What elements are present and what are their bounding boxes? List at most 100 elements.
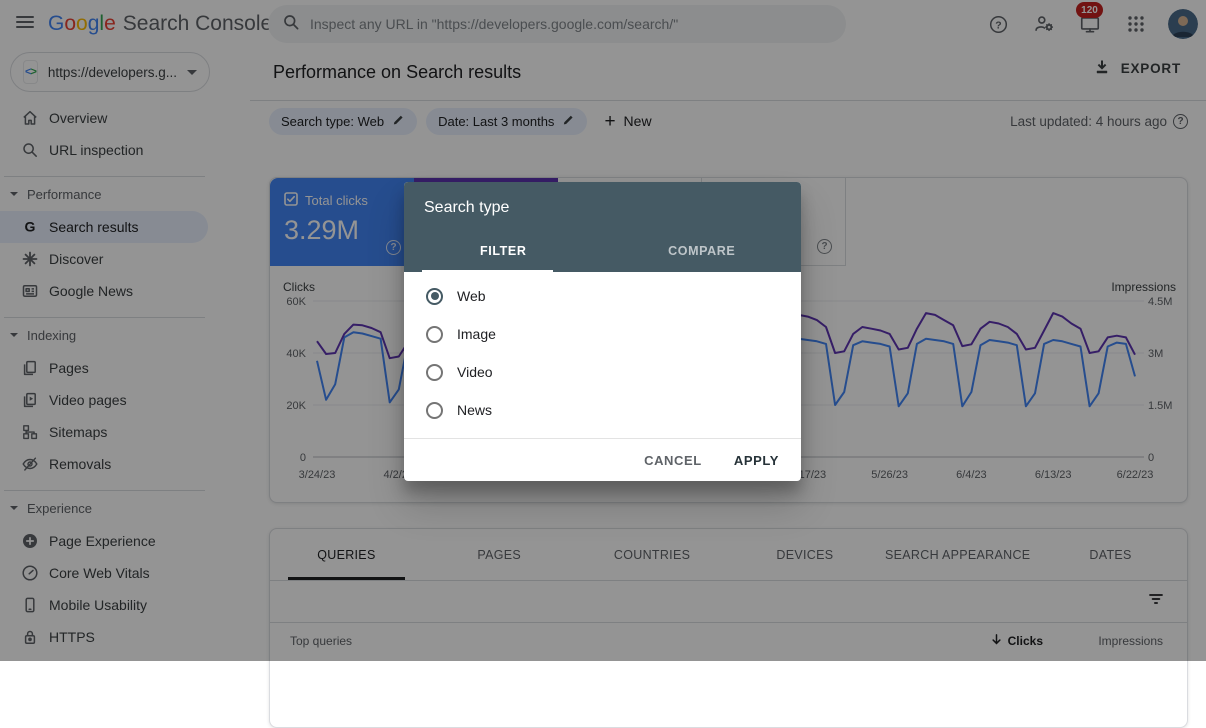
- filter-chips-row: Search type: Web Date: Last 3 months + N…: [269, 106, 1188, 136]
- edit-pencil-icon: [562, 113, 575, 129]
- tab-label: DATES: [1089, 547, 1132, 562]
- help-circle-icon[interactable]: ?: [386, 240, 401, 255]
- chevron-down-icon: [187, 69, 197, 75]
- help-circle-icon[interactable]: ?: [817, 239, 832, 254]
- property-selector[interactable]: < > https://developers.g...: [10, 52, 210, 92]
- sidebar-item-google-news[interactable]: Google News: [0, 275, 237, 307]
- logo-letter: o: [76, 12, 88, 35]
- sidebar-divider: [4, 317, 205, 318]
- svg-text:5/26/23: 5/26/23: [871, 469, 908, 481]
- new-filter-button[interactable]: + New: [604, 112, 651, 131]
- radio-option-image[interactable]: Image: [404, 315, 801, 353]
- cancel-button[interactable]: CANCEL: [644, 452, 702, 468]
- section-collapse-caret-icon: [10, 333, 18, 337]
- radio-option-web[interactable]: Web: [404, 277, 801, 315]
- logo-letter: l: [99, 12, 105, 35]
- user-settings-icon[interactable]: [1030, 10, 1058, 38]
- pages-icon: [21, 359, 39, 377]
- sidebar-item-sitemaps[interactable]: Sitemaps: [0, 416, 237, 448]
- tab-label: COMPARE: [668, 244, 736, 258]
- dimension-tabs: QUERIES PAGES COUNTRIES DEVICES SEARCH A…: [270, 529, 1187, 581]
- logo-letter: o: [64, 12, 77, 35]
- svg-text:4.5M: 4.5M: [1148, 296, 1172, 308]
- logo-letter: g: [87, 12, 100, 35]
- section-title: Indexing: [27, 327, 77, 343]
- url-inspect-search-bar[interactable]: [268, 5, 846, 43]
- svg-text:20K: 20K: [286, 400, 306, 412]
- download-icon: [1093, 58, 1111, 79]
- search-input[interactable]: [310, 16, 832, 32]
- date-filter-chip[interactable]: Date: Last 3 months: [426, 107, 588, 135]
- svg-text:0: 0: [300, 452, 306, 464]
- column-header-top-queries[interactable]: Top queries: [290, 634, 353, 648]
- sidebar-item-label: Discover: [49, 251, 104, 267]
- sidebar-item-overview[interactable]: Overview: [0, 102, 237, 134]
- sidebar-item-video-pages[interactable]: Video pages: [0, 384, 237, 416]
- checkbox-checked-icon[interactable]: [284, 192, 298, 209]
- svg-text:G: G: [25, 219, 36, 235]
- sidebar-item-label: HTTPS: [49, 629, 95, 645]
- search-type-filter-chip[interactable]: Search type: Web: [269, 107, 418, 135]
- tab-dates[interactable]: DATES: [1034, 529, 1187, 580]
- url-prefix-property-icon: < >: [23, 60, 38, 84]
- tab-label: PAGES: [477, 547, 522, 562]
- apps-grid-icon[interactable]: [1122, 10, 1150, 38]
- radio-selected-icon: [426, 287, 443, 305]
- last-updated-text: Last updated: 4 hours ago: [1010, 113, 1167, 129]
- radio-option-video[interactable]: Video: [404, 353, 801, 391]
- tab-label: FILTER: [480, 244, 527, 258]
- metric-label: Total clicks: [305, 193, 368, 208]
- radio-unselected-icon: [426, 325, 443, 343]
- sidebar-item-https[interactable]: HTTPS: [0, 621, 237, 653]
- sidebar-item-pages[interactable]: Pages: [0, 352, 237, 384]
- chip-label: Date: Last 3 months: [438, 113, 555, 129]
- apply-button[interactable]: APPLY: [733, 452, 779, 468]
- table-toolbar: [270, 581, 1187, 623]
- video-pages-icon: [21, 391, 39, 409]
- tab-label: COUNTRIES: [613, 547, 691, 562]
- export-button[interactable]: EXPORT: [1093, 58, 1181, 79]
- column-header-clicks[interactable]: Clicks: [923, 633, 1043, 649]
- sidebar-item-label: Overview: [49, 110, 108, 126]
- svg-text:40K: 40K: [286, 348, 306, 360]
- svg-text:3/24/23: 3/24/23: [299, 469, 336, 481]
- tab-search-appearance[interactable]: SEARCH APPEARANCE: [881, 529, 1034, 580]
- metric-tile-total-clicks[interactable]: Total clicks 3.29M ?: [270, 178, 414, 266]
- sidebar-section-indexing[interactable]: Indexing: [0, 321, 237, 349]
- messages-icon[interactable]: 120: [1076, 2, 1104, 38]
- user-avatar[interactable]: [1168, 9, 1198, 39]
- tab-filter[interactable]: FILTER: [404, 230, 603, 272]
- dialog-tabs: FILTER COMPARE: [404, 230, 801, 272]
- sidebar-item-label: Core Web Vitals: [49, 565, 150, 581]
- sidebar-item-label: Pages: [49, 360, 89, 376]
- tab-devices[interactable]: DEVICES: [728, 529, 881, 580]
- sidebar-item-discover[interactable]: Discover: [0, 243, 237, 275]
- help-icon[interactable]: ?: [984, 10, 1012, 38]
- sidebar-divider: [4, 490, 205, 491]
- hamburger-menu-icon[interactable]: [11, 8, 39, 36]
- sidebar-item-core-web-vitals[interactable]: Core Web Vitals: [0, 557, 237, 589]
- tab-compare[interactable]: COMPARE: [603, 230, 802, 272]
- sidebar-item-removals[interactable]: Removals: [0, 448, 237, 480]
- tab-queries[interactable]: QUERIES: [270, 529, 423, 580]
- dialog-body: Web Image Video News: [404, 272, 801, 429]
- help-circle-icon[interactable]: ?: [1173, 113, 1188, 129]
- sidebar-item-search-results[interactable]: G Search results: [0, 211, 208, 243]
- filter-list-icon[interactable]: [1147, 590, 1165, 613]
- radio-option-news[interactable]: News: [404, 391, 801, 429]
- lock-icon: [21, 628, 39, 646]
- sidebar-nav: Overview URL inspection Performance G Se…: [0, 100, 237, 653]
- tab-pages[interactable]: PAGES: [423, 529, 576, 580]
- sidebar-item-url-inspection[interactable]: URL inspection: [0, 134, 237, 166]
- sidebar-item-label: Mobile Usability: [49, 597, 148, 613]
- sidebar-section-experience[interactable]: Experience: [0, 494, 237, 522]
- sidebar-item-page-experience[interactable]: Page Experience: [0, 525, 237, 557]
- dialog-header: Search type FILTER COMPARE: [404, 182, 801, 272]
- sidebar-section-performance[interactable]: Performance: [0, 180, 237, 208]
- column-header-impressions[interactable]: Impressions: [1043, 634, 1163, 648]
- tab-countries[interactable]: COUNTRIES: [576, 529, 729, 580]
- sidebar-item-mobile-usability[interactable]: Mobile Usability: [0, 589, 237, 621]
- section-title: Performance: [27, 186, 102, 202]
